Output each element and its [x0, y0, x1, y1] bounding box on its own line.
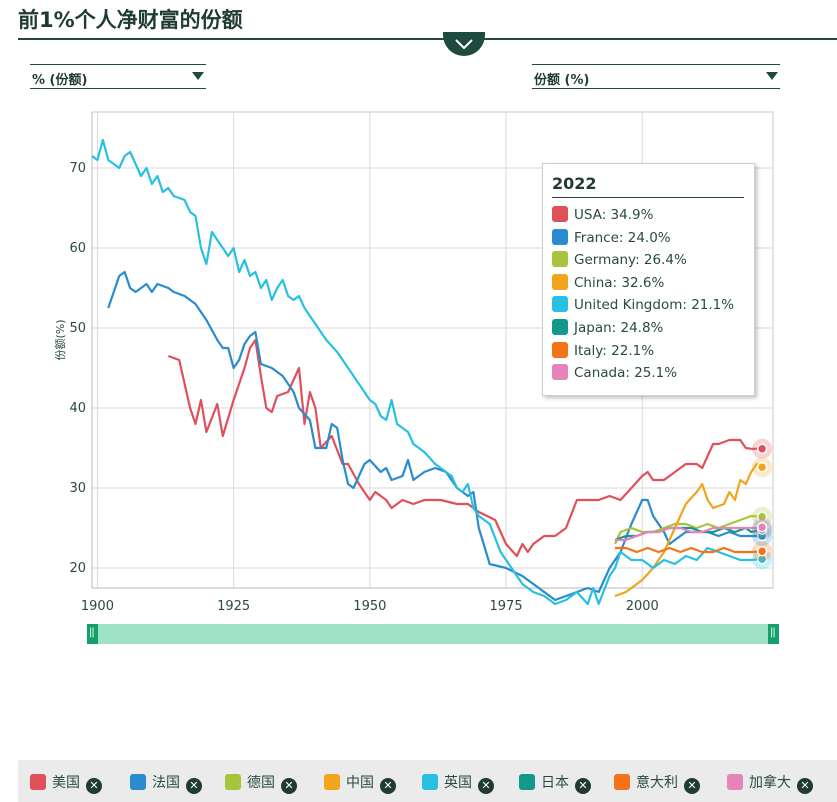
remove-series-icon[interactable]: ✕: [684, 778, 700, 794]
tooltip-row: Japan: 24.8%: [552, 319, 663, 337]
tooltip-row-label: France: 24.0%: [574, 229, 671, 246]
legend-label: 日本: [541, 775, 569, 791]
x-tick-label: 1950: [353, 599, 386, 614]
metric-dropdown[interactable]: 份额 (%): [532, 64, 780, 89]
y-tick-label: 40: [69, 401, 86, 416]
highlight-point: [756, 461, 768, 473]
chevron-down-icon: [455, 39, 473, 50]
y-axis-title: 份额(%): [54, 319, 67, 360]
range-slider-left-handle[interactable]: [87, 624, 98, 644]
remove-series-icon[interactable]: ✕: [380, 778, 396, 794]
metric-dropdown-value: 份额 (%): [534, 73, 590, 88]
series-line-germany: [614, 514, 763, 545]
unit-dropdown-value: % (份额): [32, 73, 88, 88]
y-tick-label: 70: [69, 161, 86, 176]
series-line-italy: [615, 546, 763, 554]
legend-item[interactable]: 法国 ✕: [130, 772, 202, 794]
y-tick-label: 60: [69, 241, 86, 256]
remove-series-icon[interactable]: ✕: [478, 778, 494, 794]
remove-series-icon[interactable]: ✕: [86, 778, 102, 794]
tooltip-divider: [552, 197, 744, 198]
legend-label: 中国: [346, 775, 374, 791]
remove-series-icon[interactable]: ✕: [575, 778, 591, 794]
remove-series-icon[interactable]: ✕: [281, 778, 297, 794]
tooltip-row: China: 32.6%: [552, 273, 665, 292]
chart-tooltip: 2022 USA: 34.9% France: 24.0% Germany: 26.…: [542, 163, 755, 396]
tooltip-swatch: [552, 206, 568, 222]
tooltip-row-label: USA: 34.9%: [574, 207, 654, 223]
range-slider-track[interactable]: [87, 624, 779, 644]
series-line-canada: [615, 526, 763, 542]
dropdown-arrow-icon: [766, 72, 778, 80]
highlight-point: [756, 511, 768, 523]
legend-item[interactable]: 美国 ✕: [30, 772, 102, 794]
legend-item[interactable]: 中国 ✕: [324, 772, 396, 794]
series-line-france: [107, 270, 763, 602]
legend-label: 德国: [247, 775, 275, 791]
tooltip-row-label: Italy: 22.1%: [574, 342, 655, 359]
dropdown-arrow-icon: [192, 72, 204, 80]
tooltip-row: Italy: 22.1%: [552, 341, 655, 360]
legend-item[interactable]: 英国 ✕: [422, 772, 494, 794]
tooltip-swatch: [552, 228, 568, 245]
tooltip-row: USA: 34.9%: [552, 206, 653, 224]
tooltip-row: France: 24.0%: [552, 228, 671, 247]
highlight-point: [756, 545, 768, 557]
x-tick-label: 1975: [490, 599, 523, 614]
page-title: 前1%个人净财富的份额: [18, 8, 243, 32]
tooltip-swatch: [552, 341, 568, 358]
range-slider-right-handle[interactable]: [768, 624, 779, 644]
x-tick-label: 1925: [217, 599, 250, 614]
legend-swatch: [324, 774, 340, 790]
unit-dropdown[interactable]: % (份额): [30, 64, 206, 89]
legend-item[interactable]: 加拿大 ✕: [727, 772, 813, 794]
remove-series-icon[interactable]: ✕: [797, 778, 813, 794]
x-tick-label: 1900: [81, 599, 114, 614]
legend-swatch: [519, 774, 535, 790]
highlight-point: [756, 443, 768, 455]
legend-label: 加拿大: [749, 775, 791, 791]
y-tick-label: 20: [69, 561, 86, 576]
legend-item[interactable]: 日本 ✕: [519, 772, 591, 794]
legend-item[interactable]: 德国 ✕: [225, 772, 297, 794]
highlight-point: [756, 521, 768, 533]
tooltip-row-label: China: 32.6%: [574, 274, 665, 291]
tooltip-row: Canada: 25.1%: [552, 364, 677, 382]
remove-series-icon[interactable]: ✕: [186, 778, 202, 794]
tooltip-row-label: Germany: 26.4%: [574, 252, 687, 269]
legend-swatch: [422, 774, 438, 790]
legend-swatch: [727, 774, 743, 790]
tooltip-swatch: [552, 364, 568, 381]
tooltip-row: United Kingdom: 21.1%: [552, 296, 734, 314]
legend-label: 意大利: [636, 775, 678, 791]
tooltip-swatch: [552, 273, 568, 290]
tooltip-swatch: [552, 319, 568, 335]
legend-swatch: [614, 774, 630, 790]
legend-swatch: [225, 774, 241, 790]
tooltip-row-label: United Kingdom: 21.1%: [574, 297, 735, 314]
series-line-united-kingdom: [91, 138, 763, 606]
legend-label: 美国: [52, 775, 80, 791]
title-divider: [18, 38, 837, 40]
tooltip-swatch: [552, 251, 568, 268]
series-line-china: [614, 462, 763, 598]
tooltip-row: Germany: 26.4%: [552, 251, 687, 269]
y-tick-label: 30: [69, 481, 86, 496]
tooltip-row-label: Japan: 24.8%: [574, 320, 664, 336]
legend-label: 法国: [152, 775, 180, 791]
legend-swatch: [30, 774, 46, 790]
legend-swatch: [130, 774, 146, 790]
x-tick-label: 2000: [626, 599, 659, 614]
legend-label: 英国: [444, 775, 472, 791]
tooltip-swatch: [552, 296, 568, 313]
series-line-usa: [167, 338, 763, 558]
y-tick-label: 50: [69, 321, 86, 336]
legend-item[interactable]: 意大利 ✕: [614, 772, 700, 794]
tooltip-year: 2022: [552, 174, 597, 193]
tooltip-row-label: Canada: 25.1%: [574, 365, 678, 382]
